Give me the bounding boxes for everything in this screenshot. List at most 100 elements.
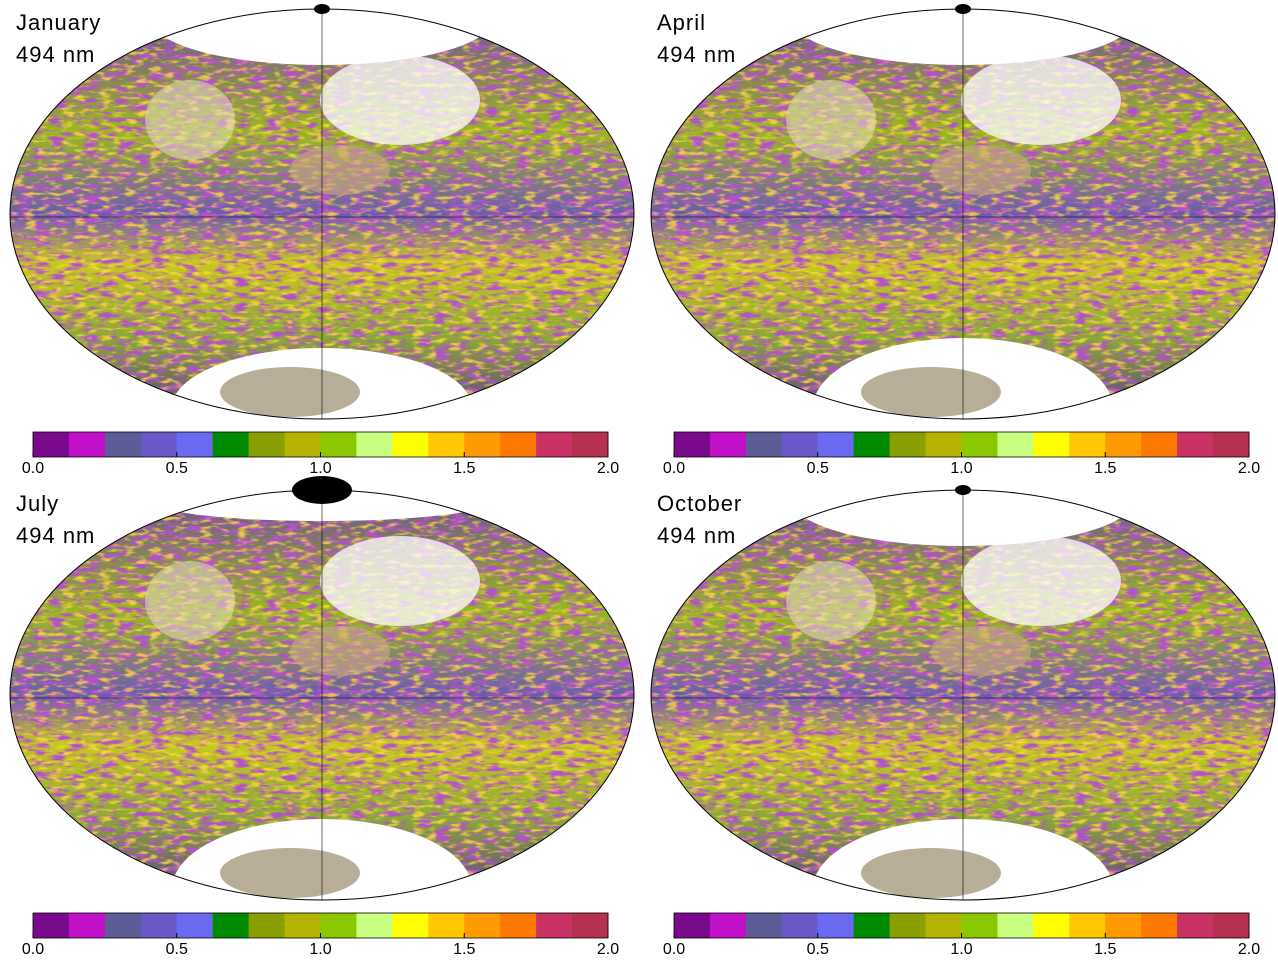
colorbar-swatch bbox=[392, 432, 428, 457]
land bbox=[145, 561, 235, 641]
colorbar-swatch bbox=[926, 913, 962, 938]
colorbar-swatch bbox=[428, 913, 464, 938]
colorbar-tick-label: 1.0 bbox=[309, 460, 331, 477]
colorbar-swatch bbox=[356, 913, 392, 938]
map bbox=[651, 0, 1275, 478]
colorbar-swatch bbox=[1177, 913, 1213, 938]
land bbox=[320, 55, 480, 145]
panel-title: January bbox=[16, 10, 101, 35]
land bbox=[931, 145, 1031, 195]
panel: January 494 nm 0.0 0.5 1.0 1.5 2.0 bbox=[10, 0, 634, 477]
colorbar-tick-label: 0.0 bbox=[663, 460, 685, 477]
colorbar-tick-label: 1.5 bbox=[1094, 941, 1116, 958]
colorbar-tick-label: 1.0 bbox=[309, 941, 331, 958]
colorbar-swatch bbox=[710, 913, 746, 938]
land bbox=[290, 145, 390, 195]
figure: January 494 nm 0.0 0.5 1.0 1.5 2.0 April 494 nm 0… bbox=[0, 0, 1278, 960]
pole-marker bbox=[314, 4, 330, 14]
colorbar-swatch bbox=[962, 913, 998, 938]
land bbox=[786, 561, 876, 641]
colorbar-swatch bbox=[997, 913, 1033, 938]
colorbar-swatch bbox=[177, 913, 213, 938]
land bbox=[961, 55, 1121, 145]
colorbar-swatch bbox=[572, 913, 608, 938]
map bbox=[10, 0, 634, 468]
colorbar-swatch bbox=[674, 432, 710, 457]
colorbar-tick-label: 0.5 bbox=[807, 460, 829, 477]
land bbox=[861, 848, 1001, 898]
colorbar-swatch bbox=[500, 913, 536, 938]
colorbar-swatch bbox=[782, 913, 818, 938]
colorbar-swatch bbox=[536, 913, 572, 938]
land bbox=[290, 626, 390, 676]
colorbar-swatch bbox=[177, 432, 213, 457]
colorbar-swatch bbox=[746, 913, 782, 938]
colorbar-tick-label: 0.0 bbox=[22, 941, 44, 958]
colorbar-tick-label: 2.0 bbox=[1238, 460, 1260, 477]
colorbar-swatch bbox=[926, 432, 962, 457]
pole-marker bbox=[955, 4, 971, 14]
colorbar-swatch bbox=[464, 432, 500, 457]
colorbar-swatch bbox=[1213, 913, 1249, 938]
panel-title: October bbox=[657, 491, 742, 516]
colorbar-swatch bbox=[213, 913, 249, 938]
colorbar-swatch bbox=[890, 913, 926, 938]
colorbar-tick-label: 1.0 bbox=[950, 941, 972, 958]
colorbar-swatch bbox=[356, 432, 392, 457]
panel-wavelength: 494 nm bbox=[16, 42, 95, 67]
colorbar-swatch bbox=[997, 432, 1033, 457]
map bbox=[10, 481, 634, 959]
colorbar-swatch bbox=[854, 913, 890, 938]
colorbar-tick-label: 0.0 bbox=[22, 460, 44, 477]
land bbox=[220, 848, 360, 898]
colorbar-swatch bbox=[1141, 913, 1177, 938]
colorbar-swatch bbox=[746, 432, 782, 457]
colorbar-tick-label: 0.5 bbox=[807, 941, 829, 958]
colorbar-swatch bbox=[1213, 432, 1249, 457]
colorbar-swatch bbox=[572, 432, 608, 457]
colorbar-swatch bbox=[1105, 432, 1141, 457]
colorbar-swatch bbox=[285, 913, 321, 938]
panel-title: April bbox=[657, 10, 706, 35]
colorbar-swatch bbox=[249, 432, 285, 457]
colorbar-swatch bbox=[105, 432, 141, 457]
colorbar-swatch bbox=[1069, 432, 1105, 457]
colorbar-swatch bbox=[392, 913, 428, 938]
colorbar-swatch bbox=[1033, 913, 1069, 938]
colorbar-tick-label: 1.0 bbox=[950, 460, 972, 477]
colorbar-swatch bbox=[464, 913, 500, 938]
colorbar-swatch bbox=[1033, 432, 1069, 457]
colorbar-swatch bbox=[890, 432, 926, 457]
land bbox=[220, 367, 360, 417]
colorbar-tick-label: 2.0 bbox=[597, 941, 619, 958]
land bbox=[145, 80, 235, 160]
colorbar-swatch bbox=[428, 432, 464, 457]
colorbar-swatch bbox=[141, 432, 177, 457]
colorbar-tick-label: 0.5 bbox=[166, 460, 188, 477]
colorbar-swatch bbox=[1105, 913, 1141, 938]
land bbox=[931, 626, 1031, 676]
colorbar-swatch bbox=[818, 432, 854, 457]
panel-wavelength: 494 nm bbox=[16, 523, 95, 548]
colorbar-swatch bbox=[105, 913, 141, 938]
land bbox=[786, 80, 876, 160]
colorbar-swatch bbox=[33, 432, 69, 457]
map bbox=[651, 456, 1275, 959]
colorbar-swatch bbox=[321, 913, 357, 938]
colorbar-tick-label: 2.0 bbox=[1238, 941, 1260, 958]
colorbar-tick-label: 2.0 bbox=[597, 460, 619, 477]
panel-title: July bbox=[16, 491, 59, 516]
colorbar-tick-label: 1.5 bbox=[453, 460, 475, 477]
panel-wavelength: 494 nm bbox=[657, 42, 736, 67]
colorbar-tick-label: 1.5 bbox=[453, 941, 475, 958]
pole-marker bbox=[292, 476, 352, 504]
colorbar-swatch bbox=[141, 913, 177, 938]
colorbar-swatch bbox=[1141, 432, 1177, 457]
colorbar-swatch bbox=[854, 432, 890, 457]
colorbar-swatch bbox=[674, 913, 710, 938]
colorbar-swatch bbox=[710, 432, 746, 457]
colorbar-swatch bbox=[285, 432, 321, 457]
